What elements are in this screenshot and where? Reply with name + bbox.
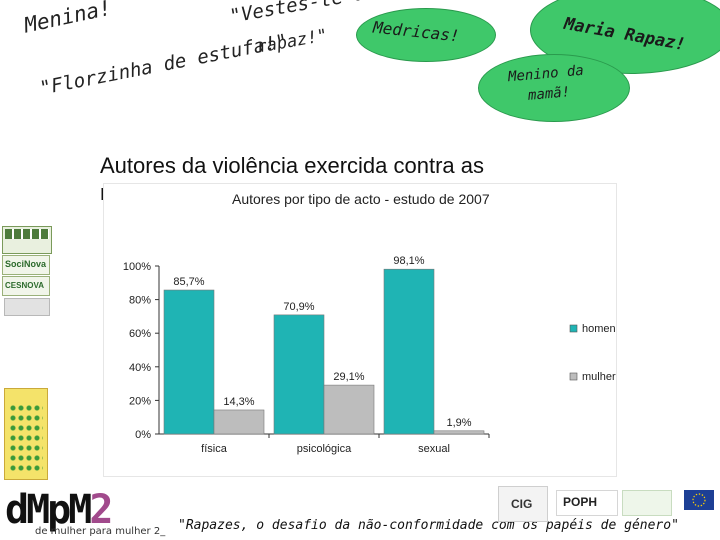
x-tick-label: psicológica [297, 443, 352, 455]
quote-vestes: "Vestes-te à [228, 0, 368, 28]
y-tick-label: 20% [129, 395, 151, 407]
chart-panel: Autores por tipo de acto - estudo de 200… [103, 183, 628, 477]
logo-socinova-text: SociNova [5, 259, 47, 269]
y-tick-label: 60% [129, 328, 151, 340]
slide-heading-line-1: Autores da violência exercida contra as [100, 153, 484, 178]
logo-institution [2, 226, 52, 254]
brand-subtitle: de mulher para mulher 2_ [35, 526, 166, 537]
y-tick-label: 0% [135, 429, 151, 441]
quote-florzinha: "Florzinha de estufa!" [38, 29, 290, 100]
logo-poph: POPH [556, 490, 618, 516]
footer-quote: "Rapazes, o desafio da não-conformidade … [178, 518, 679, 533]
y-tick-label: 40% [129, 362, 151, 374]
logo-cig-text: CIG [511, 497, 533, 511]
data-label: 70,9% [283, 301, 314, 313]
logo-poph-text: POPH [563, 495, 598, 509]
bar-mulheres [323, 384, 375, 435]
data-label: 14,3% [223, 396, 254, 408]
legend-swatch-mulheres [569, 372, 578, 381]
y-tick-label: 80% [129, 295, 151, 307]
bubble-medricas [356, 8, 496, 62]
legend-label-mulheres: mulheres [582, 371, 616, 383]
logo-qren [622, 490, 672, 516]
bar-homens [163, 289, 215, 435]
brand-logo-main: dMpM [5, 487, 92, 533]
logo-eu-flag [684, 490, 714, 510]
y-tick-label: 100% [123, 261, 151, 273]
data-label: 29,1% [333, 371, 364, 383]
bar-homens [273, 314, 325, 435]
bar-homens [383, 268, 435, 435]
brand-logo: dMpM2 [5, 487, 113, 533]
eu-stars-icon [692, 493, 706, 507]
bar-mulheres [213, 409, 265, 435]
poster-thumbnail [4, 388, 48, 480]
bubble-menino [478, 54, 630, 122]
data-label: 1,9% [446, 417, 471, 429]
logo-cig: CIG [498, 486, 548, 522]
legend-label-homens: homens [582, 323, 616, 335]
logo-cesnova-text: CESNOVA [5, 281, 44, 290]
bar-mulheres [433, 430, 485, 435]
chart-title: Autores por tipo de acto - estudo de 200… [232, 191, 490, 207]
logo-small-grey [4, 298, 50, 316]
logo-socinova: SociNova [2, 255, 50, 275]
brand-logo-number: 2 [89, 487, 113, 533]
x-tick-label: sexual [418, 443, 450, 455]
data-label: 98,1% [393, 255, 424, 267]
x-tick-label: física [201, 443, 228, 455]
quote-menina: Menina! [22, 0, 114, 38]
bar-chart: Autores por tipo de acto - estudo de 200… [123, 191, 628, 455]
legend-swatch-homens [569, 324, 578, 333]
data-label: 85,7% [173, 276, 204, 288]
logo-cesnova: CESNOVA [2, 276, 50, 296]
